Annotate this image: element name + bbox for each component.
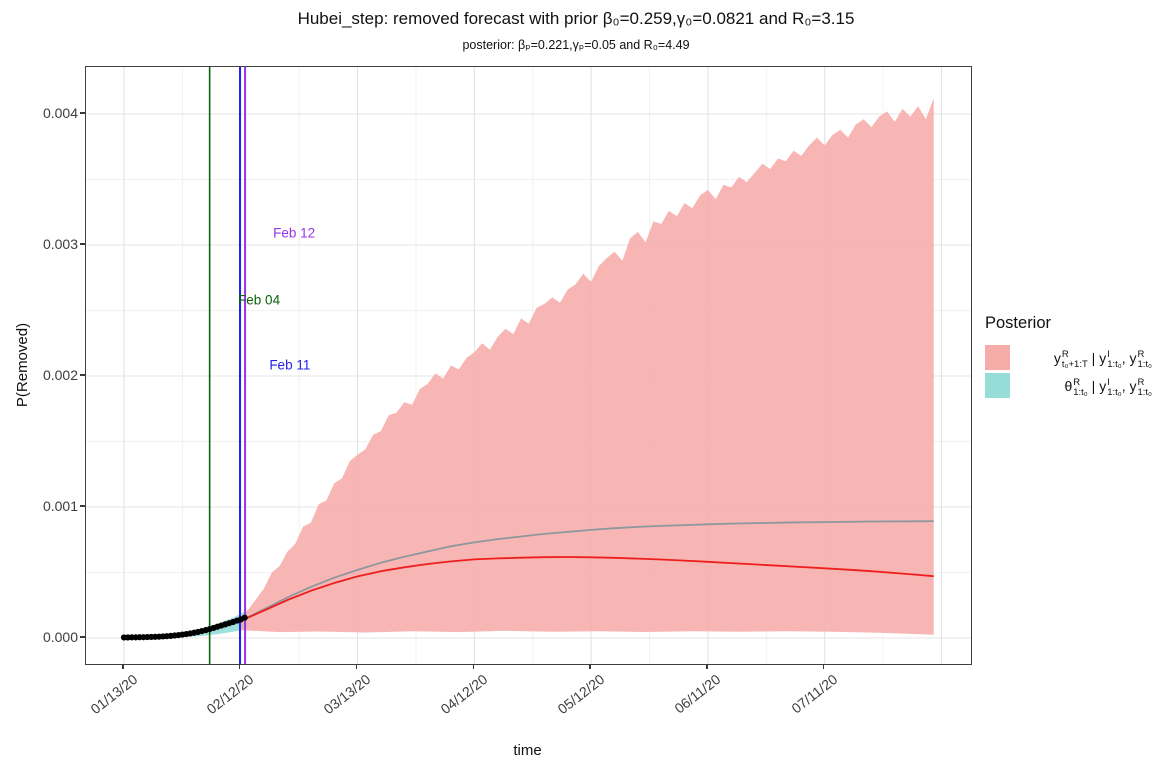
- y-tick-mark: [80, 505, 85, 507]
- y-tick-label: 0.000: [42, 628, 78, 645]
- x-tick-label: 07/11/20: [788, 671, 841, 717]
- y-tick-label: 0.001: [42, 497, 78, 514]
- forecast-ribbon: [240, 98, 934, 635]
- y-tick-label: 0.004: [42, 104, 78, 121]
- y-tick-label: 0.002: [42, 366, 78, 383]
- x-tick-label: 01/13/20: [87, 671, 140, 718]
- x-tick-mark: [472, 664, 475, 669]
- x-tick-mark: [122, 664, 124, 669]
- x-tick-mark: [706, 664, 708, 669]
- x-tick-mark: [822, 664, 825, 669]
- x-tick-mark: [239, 664, 241, 669]
- y-tick-mark: [80, 243, 85, 245]
- legend-entry-theta-band: θ R 1:t₀ | y I 1:t₀, y R 1:t₀: [985, 373, 1152, 398]
- legend-swatch-theta-band: [985, 373, 1010, 398]
- x-tick-mark: [589, 664, 591, 669]
- x-tick-label: 05/12/20: [554, 671, 607, 718]
- median-line: [244, 556, 934, 620]
- plot-svg: Feb 12 Feb 04 Feb 11: [86, 67, 971, 664]
- legend-swatch-forecast-band: [985, 345, 1010, 370]
- vline-label: Feb 12: [273, 225, 315, 240]
- mean-line: [244, 520, 934, 620]
- x-tick-label: 04/12/20: [437, 671, 491, 718]
- legend-title: Posterior: [985, 314, 1052, 332]
- plot-panel: Feb 12 Feb 04 Feb 11: [85, 66, 972, 665]
- x-axis-title: time: [513, 742, 542, 759]
- y-tick-mark: [80, 374, 85, 376]
- theta-ribbon: [155, 610, 247, 638]
- observed-point: [241, 614, 248, 621]
- vline-label: Feb 11: [269, 357, 310, 372]
- y-tick-label: 0.003: [42, 235, 78, 252]
- vline-label: Feb 04: [238, 293, 281, 308]
- chart-title: Hubei_step: removed forecast with prior …: [297, 9, 855, 28]
- y-tick-mark: [80, 636, 85, 638]
- y-axis-title: P(Removed): [14, 322, 31, 408]
- chart-subtitle: posterior: βₚ=0.221,γₚ=0.05 and R₀=4.49: [462, 38, 690, 52]
- x-tick-mark: [355, 664, 358, 669]
- y-tick-mark: [80, 112, 85, 114]
- x-tick-label: 02/12/20: [203, 671, 257, 718]
- x-tick-label: 03/13/20: [320, 671, 374, 718]
- legend-label-theta-band: θ R 1:t₀ | y I 1:t₀, y R 1:t₀: [1064, 376, 1152, 398]
- x-tick-label: 06/11/20: [671, 671, 724, 717]
